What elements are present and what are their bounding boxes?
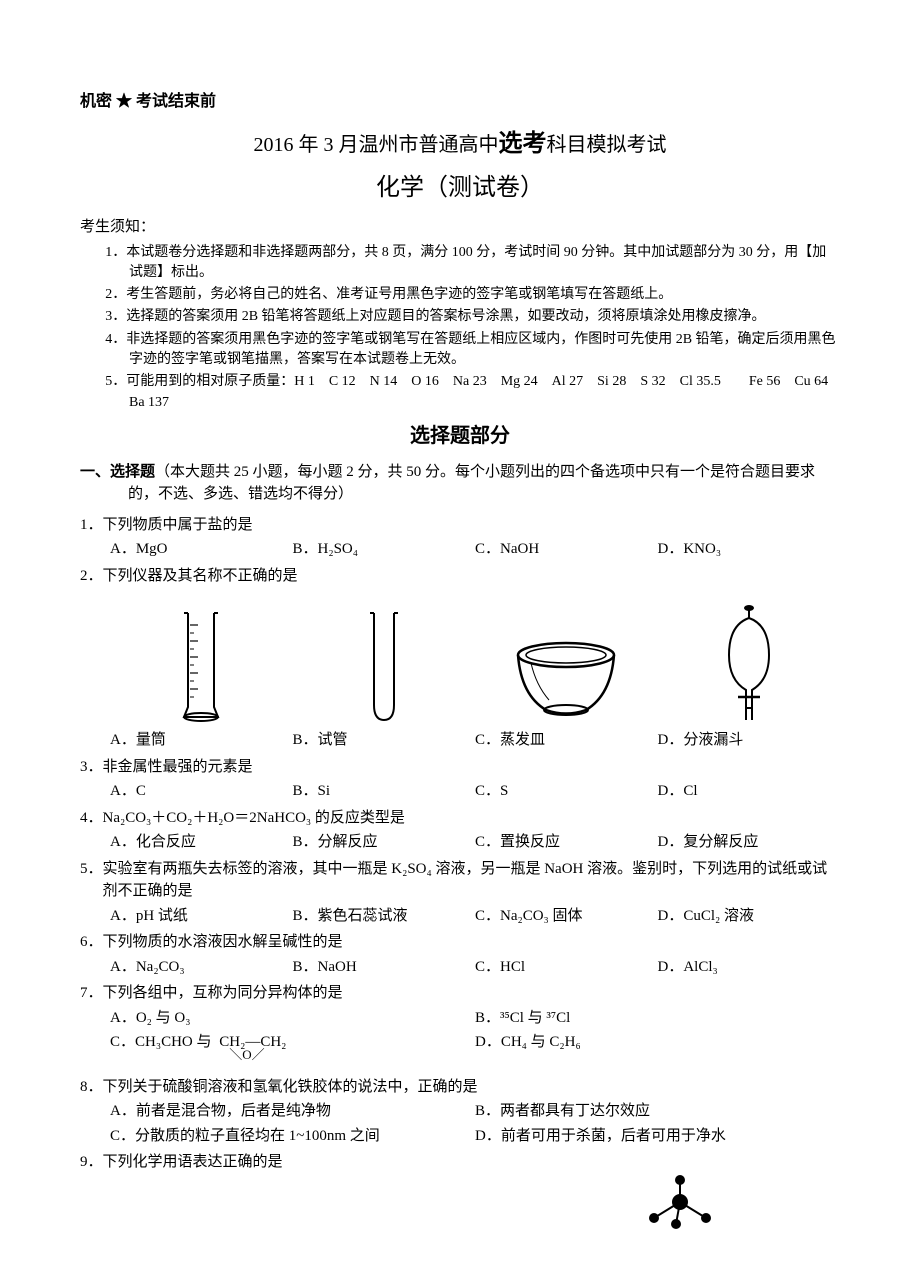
question-8: 8．下列关于硫酸铜溶液和氢氧化铁胶体的说法中，正确的是 A．前者是混合物，后者是…: [80, 1076, 840, 1148]
opt-a: A．前者是混合物，后者是纯净物: [110, 1100, 475, 1123]
section-header: 选择题部分: [80, 421, 840, 451]
question-2: 2．下列仪器及其名称不正确的是: [80, 565, 840, 752]
separating-funnel-icon: [658, 595, 841, 725]
opt-b: B．³⁵Cl 与 ³⁷Cl: [475, 1007, 840, 1030]
opt-a: A．量筒: [110, 729, 293, 752]
notice-item: 3．选择题的答案须用 2B 铅笔将答题纸上对应题目的答案标号涂黑，如要改动，须将…: [80, 307, 840, 327]
opt-c-pre: C．CH₃CHO 与: [110, 1034, 215, 1050]
molecule-diagram: [80, 1174, 840, 1234]
opt-d: D．复分解反应: [658, 831, 841, 854]
opt-d: D．KNO₃: [658, 538, 841, 561]
opt-c: C．蒸发皿: [475, 729, 658, 752]
opt-a: A．O₂ 与 O₃: [110, 1007, 475, 1030]
diagram-row: [80, 595, 840, 725]
opt-b: B．紫色石蕊试液: [293, 905, 476, 928]
opt-d: D．前者可用于杀菌，后者可用于净水: [475, 1125, 840, 1148]
q-stem: 7．下列各组中，互称为同分异构体的是: [80, 982, 840, 1005]
section-intro-rest: （本大题共 25 小题，每小题 2 分，共 50 分。每个小题列出的四个备选项中…: [128, 464, 815, 503]
opt-c: C．置换反应: [475, 831, 658, 854]
notice-header: 考生须知：: [80, 216, 840, 239]
crucible-icon: [475, 595, 658, 725]
opt-d: D．CuCl₂ 溶液: [658, 905, 841, 928]
q-stem: 8．下列关于硫酸铜溶液和氢氧化铁胶体的说法中，正确的是: [80, 1076, 840, 1099]
question-5: 5．实验室有两瓶失去标签的溶液，其中一瓶是 K₂SO₄ 溶液，另一瓶是 NaOH…: [80, 858, 840, 928]
q-stem: 3．非金属性最强的元素是: [80, 756, 840, 779]
options: A．化合反应 B．分解反应 C．置换反应 D．复分解反应: [80, 831, 840, 854]
opt-c: C．S: [475, 780, 658, 803]
options: A．O₂ 与 O₃ B．³⁵Cl 与 ³⁷Cl: [80, 1007, 840, 1030]
section-intro-bold: 一、选择题: [80, 464, 155, 480]
options: A．MgO B．H₂SO₄ C．NaOH D．KNO₃: [80, 538, 840, 561]
title-prefix: 2016 年 3 月温州市普通高中: [254, 134, 499, 156]
opt-b: B．试管: [293, 729, 476, 752]
q-stem: 2．下列仪器及其名称不正确的是: [80, 565, 840, 588]
opt-c: C．分散质的粒子直径均在 1~100nm 之间: [110, 1125, 475, 1148]
graduated-cylinder-icon: [110, 595, 293, 725]
opt-a: A．Na₂CO₃: [110, 956, 293, 979]
molecule-icon: [640, 1174, 720, 1234]
q-stem: 9．下列化学用语表达正确的是: [80, 1151, 840, 1174]
epoxide-structure: CH₂—CH₂＼O／: [219, 1031, 286, 1054]
section-intro: 一、选择题（本大题共 25 小题，每小题 2 分，共 50 分。每个小题列出的四…: [80, 461, 840, 506]
opt-b: B．NaOH: [293, 956, 476, 979]
options: C．CH₃CHO 与 CH₂—CH₂＼O／ D．CH₄ 与 C₂H₆: [80, 1031, 840, 1054]
q-stem: 4．Na₂CO₃＋CO₂＋H₂O＝2NaHCO₃ 的反应类型是: [80, 807, 840, 830]
title-bold: 选考: [499, 131, 547, 157]
opt-a: A．化合反应: [110, 831, 293, 854]
main-title: 2016 年 3 月温州市普通高中选考科目模拟考试: [80, 126, 840, 162]
opt-c: C．CH₃CHO 与 CH₂—CH₂＼O／: [110, 1031, 475, 1054]
q-stem: 1．下列物质中属于盐的是: [80, 514, 840, 537]
opt-d: D．CH₄ 与 C₂H₆: [475, 1031, 840, 1054]
question-1: 1．下列物质中属于盐的是 A．MgO B．H₂SO₄ C．NaOH D．KNO₃: [80, 514, 840, 561]
question-4: 4．Na₂CO₃＋CO₂＋H₂O＝2NaHCO₃ 的反应类型是 A．化合反应 B…: [80, 807, 840, 854]
opt-a: A．pH 试纸: [110, 905, 293, 928]
opt-c: C．NaOH: [475, 538, 658, 561]
q-stem: 5．实验室有两瓶失去标签的溶液，其中一瓶是 K₂SO₄ 溶液，另一瓶是 NaOH…: [80, 858, 840, 903]
question-9: 9．下列化学用语表达正确的是: [80, 1151, 840, 1234]
secret-header: 机密 ★ 考试结束前: [80, 90, 840, 114]
title-suffix: 科目模拟考试: [547, 134, 667, 156]
opt-d: D．Cl: [658, 780, 841, 803]
epoxide-bottom: ＼O／: [229, 1045, 264, 1065]
opt-b: B．分解反应: [293, 831, 476, 854]
opt-c: C．Na₂CO₃ 固体: [475, 905, 658, 928]
opt-b: B．Si: [293, 780, 476, 803]
opt-d: D．分液漏斗: [658, 729, 841, 752]
question-7: 7．下列各组中，互称为同分异构体的是 A．O₂ 与 O₃ B．³⁵Cl 与 ³⁷…: [80, 982, 840, 1054]
notice-item: 5．可能用到的相对原子质量：H 1 C 12 N 14 O 16 Na 23 M…: [80, 372, 840, 413]
opt-a: A．MgO: [110, 538, 293, 561]
options: A．Na₂CO₃ B．NaOH C．HCl D．AlCl₃: [80, 956, 840, 979]
q-stem: 6．下列物质的水溶液因水解呈碱性的是: [80, 931, 840, 954]
opt-b: B．两者都具有丁达尔效应: [475, 1100, 840, 1123]
options: A．C B．Si C．S D．Cl: [80, 780, 840, 803]
question-3: 3．非金属性最强的元素是 A．C B．Si C．S D．Cl: [80, 756, 840, 803]
opt-c: C．HCl: [475, 956, 658, 979]
options: A．pH 试纸 B．紫色石蕊试液 C．Na₂CO₃ 固体 D．CuCl₂ 溶液: [80, 905, 840, 928]
notice-item: 4．非选择题的答案须用黑色字迹的签字笔或钢笔写在答题纸上相应区域内，作图时可先使…: [80, 330, 840, 371]
notice-item: 2．考生答题前，务必将自己的姓名、准考证号用黑色字迹的签字笔或钢笔填写在答题纸上…: [80, 285, 840, 305]
opt-a: A．C: [110, 780, 293, 803]
options: A．前者是混合物，后者是纯净物 B．两者都具有丁达尔效应: [80, 1100, 840, 1123]
options: A．量筒 B．试管 C．蒸发皿 D．分液漏斗: [80, 729, 840, 752]
test-tube-icon: [293, 595, 476, 725]
notice-item: 1．本试题卷分选择题和非选择题两部分，共 8 页，满分 100 分，考试时间 9…: [80, 243, 840, 284]
opt-d: D．AlCl₃: [658, 956, 841, 979]
question-6: 6．下列物质的水溶液因水解呈碱性的是 A．Na₂CO₃ B．NaOH C．HCl…: [80, 931, 840, 978]
options: C．分散质的粒子直径均在 1~100nm 之间 D．前者可用于杀菌，后者可用于净…: [80, 1125, 840, 1148]
opt-b: B．H₂SO₄: [293, 538, 476, 561]
subtitle: 化学（测试卷）: [80, 170, 840, 206]
